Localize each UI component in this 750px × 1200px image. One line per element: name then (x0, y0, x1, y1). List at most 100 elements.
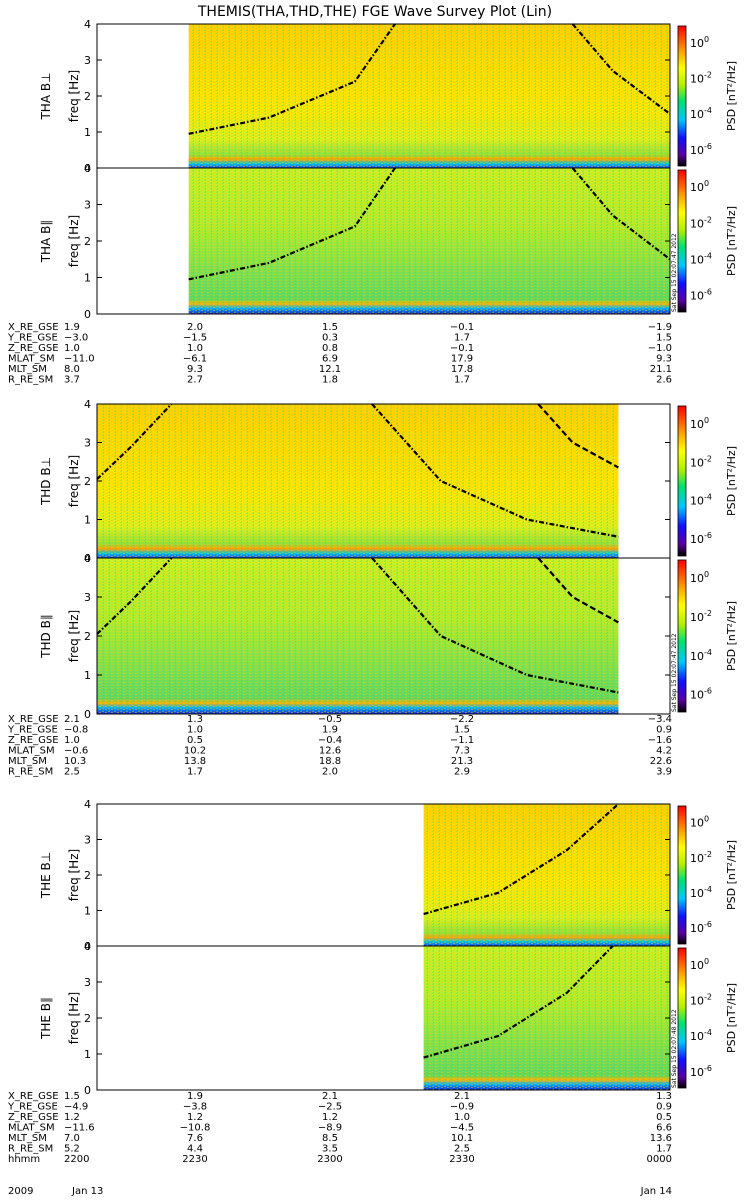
colorbar-tick-label: 10-6 (690, 687, 712, 702)
y-tick-label: 2 (84, 630, 91, 643)
orbit-value: 2300 (317, 1154, 342, 1165)
y-tick-label: 3 (84, 591, 91, 604)
orbit-value: 1.9 (322, 725, 338, 736)
orbit-value: 8.5 (322, 1133, 338, 1144)
y-tick-label: 2 (84, 235, 91, 248)
cyclotron-curve (96, 403, 173, 480)
y-tick-label: 2 (84, 1012, 91, 1025)
orbit-row-label: Y_RE_GSE (7, 1102, 58, 1113)
orbit-value: 2.0 (322, 767, 338, 778)
y-tick-label: 4 (84, 18, 91, 31)
orbit-value: 1.8 (322, 375, 338, 386)
orbit-value: −1.1 (450, 735, 474, 746)
orbit-value: 4.2 (656, 746, 672, 757)
colorbar-tick-label: 100 (690, 815, 709, 830)
y-tick-label: 3 (84, 199, 91, 212)
spectrogram-texture (423, 946, 670, 1090)
probe-label: THA B∥ (39, 220, 53, 264)
orbit-value: 1.5 (656, 333, 672, 344)
orbit-value: −4.9 (64, 1102, 88, 1113)
orbit-table-thd: X_RE_GSE 2.1 1.3 −0.5 −2.2 −3.4Y_RE_GSE −0.8 1.… (7, 714, 672, 778)
orbit-value: 1.2 (187, 1112, 203, 1123)
colorbar (677, 25, 687, 167)
y-tick-label: 1 (84, 905, 91, 918)
orbit-value: 6.6 (656, 1123, 672, 1134)
orbit-value: 0.3 (322, 333, 338, 344)
colorbar-label: PSD [nT²/Hz] (725, 206, 738, 276)
orbit-value: −4.5 (450, 1123, 474, 1134)
y-tick-label: 1 (84, 1048, 91, 1061)
orbit-value: 6.9 (322, 354, 338, 365)
orbit-value: −2.5 (318, 1102, 342, 1113)
cyclotron-curve (188, 23, 396, 135)
y-axis-label: freq [Hz] (67, 849, 81, 901)
orbit-row-label: Y_RE_GSE (7, 725, 58, 736)
orbit-row-label: Z_RE_GSE (8, 1112, 59, 1123)
panel-thd-perp: 0 1 2 3 4 freq [Hz] THD B⊥ 100 10-2 10-4 10-6 PSD [… (39, 398, 738, 565)
y-tick-label: 1 (84, 669, 91, 682)
cyclotron-curve (571, 23, 671, 115)
orbit-value: −0.5 (318, 714, 342, 725)
orbit-row-label: X_RE_GSE (8, 714, 59, 725)
orbit-row-label: MLT_SM (8, 364, 47, 375)
year-label: 2009 (8, 1186, 33, 1197)
spectrogram-texture (423, 804, 670, 946)
colorbar (677, 405, 687, 557)
colorbar-tick-label: 10-2 (690, 850, 712, 865)
orbit-value: −0.1 (450, 343, 474, 354)
orbit-value: 2.7 (187, 375, 203, 386)
y-tick-label: 2 (84, 475, 91, 488)
orbit-value: 9.3 (656, 354, 672, 365)
colorbar-label: PSD [nT²/Hz] (725, 61, 738, 131)
orbit-row-label: R_RE_SM (8, 375, 53, 386)
orbit-value: 1.0 (187, 343, 203, 354)
orbit-value: −1.6 (648, 735, 672, 746)
orbit-row-label: Z_RE_GSE (8, 343, 59, 354)
orbit-value: −11.6 (64, 1123, 95, 1134)
colorbar-tick-label: 10-4 (690, 1028, 712, 1043)
orbit-value: 10.3 (64, 756, 86, 767)
y-tick-label: 1 (84, 272, 91, 285)
y-tick-label: 0 (84, 1084, 91, 1097)
colorbar (677, 169, 687, 313)
orbit-row-label: MLT_SM (8, 1133, 47, 1144)
colorbar-tick-label: 10-2 (690, 215, 712, 230)
orbit-value: 21.3 (451, 756, 473, 767)
orbit-value: 3.5 (322, 1144, 338, 1155)
y-axis-label: freq [Hz] (67, 70, 81, 122)
colorbar-tick-label: 10-2 (690, 71, 712, 86)
cyclotron-curve (537, 403, 619, 469)
orbit-row-label: Y_RE_GSE (7, 333, 58, 344)
orbit-value: 3.9 (656, 767, 672, 778)
panel-the-par: 0 1 2 3 4 freq [Hz] THE B∥ 100 10-2 10-4 10-6 PSD [… (39, 940, 738, 1097)
y-tick-label: 2 (84, 869, 91, 882)
orbit-value: −1.9 (648, 322, 672, 333)
orbit-value: 4.4 (187, 1144, 203, 1155)
y-axis-label: freq [Hz] (67, 992, 81, 1044)
orbit-value: 1.3 (187, 714, 203, 725)
orbit-row-label: hhmm (8, 1154, 40, 1165)
panel-tha-par: 0 1 2 3 4 freq [Hz] THA B∥ 100 10-2 10-4 10-6 PSD [… (39, 162, 738, 321)
orbit-value: 1.9 (64, 322, 80, 333)
colorbar-label: PSD [nT²/Hz] (725, 601, 738, 671)
probe-label: THD B⊥ (39, 457, 53, 506)
probe-label: THE B⊥ (39, 852, 53, 899)
probe-label: THD B∥ (39, 614, 53, 659)
y-tick-label: 3 (84, 976, 91, 989)
orbit-value: −11.0 (64, 354, 95, 365)
orbit-value: 2.1 (64, 714, 80, 725)
orbit-row-label: R_RE_SM (8, 767, 53, 778)
colorbar (677, 947, 687, 1089)
colorbar-label: PSD [nT²/Hz] (725, 446, 738, 516)
spectrogram-texture (97, 404, 619, 558)
cyclotron-curve (371, 403, 619, 538)
colorbar-tick-label: 10-4 (690, 106, 712, 121)
orbit-value: −3.0 (64, 333, 88, 344)
orbit-value: 0.5 (187, 735, 203, 746)
orbit-value: 1.0 (187, 725, 203, 736)
colorbar-tick-label: 10-6 (690, 531, 712, 546)
colorbar-tick-label: 10-2 (690, 609, 712, 624)
orbit-row-label: Z_RE_GSE (8, 735, 59, 746)
orbit-value: 0.9 (656, 725, 672, 736)
colorbar-tick-label: 10-4 (690, 251, 712, 266)
